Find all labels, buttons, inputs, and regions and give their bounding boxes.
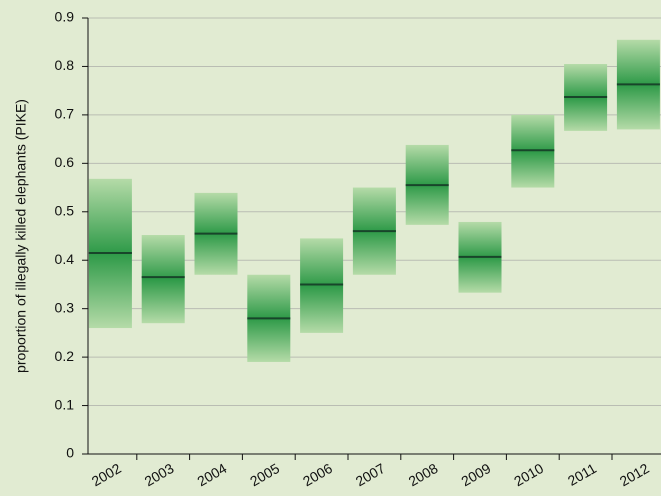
y-tick-label: 0.6 <box>55 154 75 170</box>
y-tick-label: 0.8 <box>55 57 75 73</box>
y-tick-label: 0 <box>66 445 74 461</box>
y-tick-label: 0.2 <box>55 348 75 364</box>
y-axis-label: proportion of illegally killed elephants… <box>13 99 29 373</box>
y-tick-label: 0.5 <box>55 202 75 218</box>
y-tick-label: 0.3 <box>55 299 75 315</box>
y-tick-label: 0.1 <box>55 396 75 412</box>
range-box <box>141 235 185 324</box>
y-tick-label: 0.7 <box>55 106 75 122</box>
y-tick-label: 0.9 <box>55 9 75 25</box>
y-tick-label: 0.4 <box>55 251 75 267</box>
range-box <box>300 238 344 333</box>
